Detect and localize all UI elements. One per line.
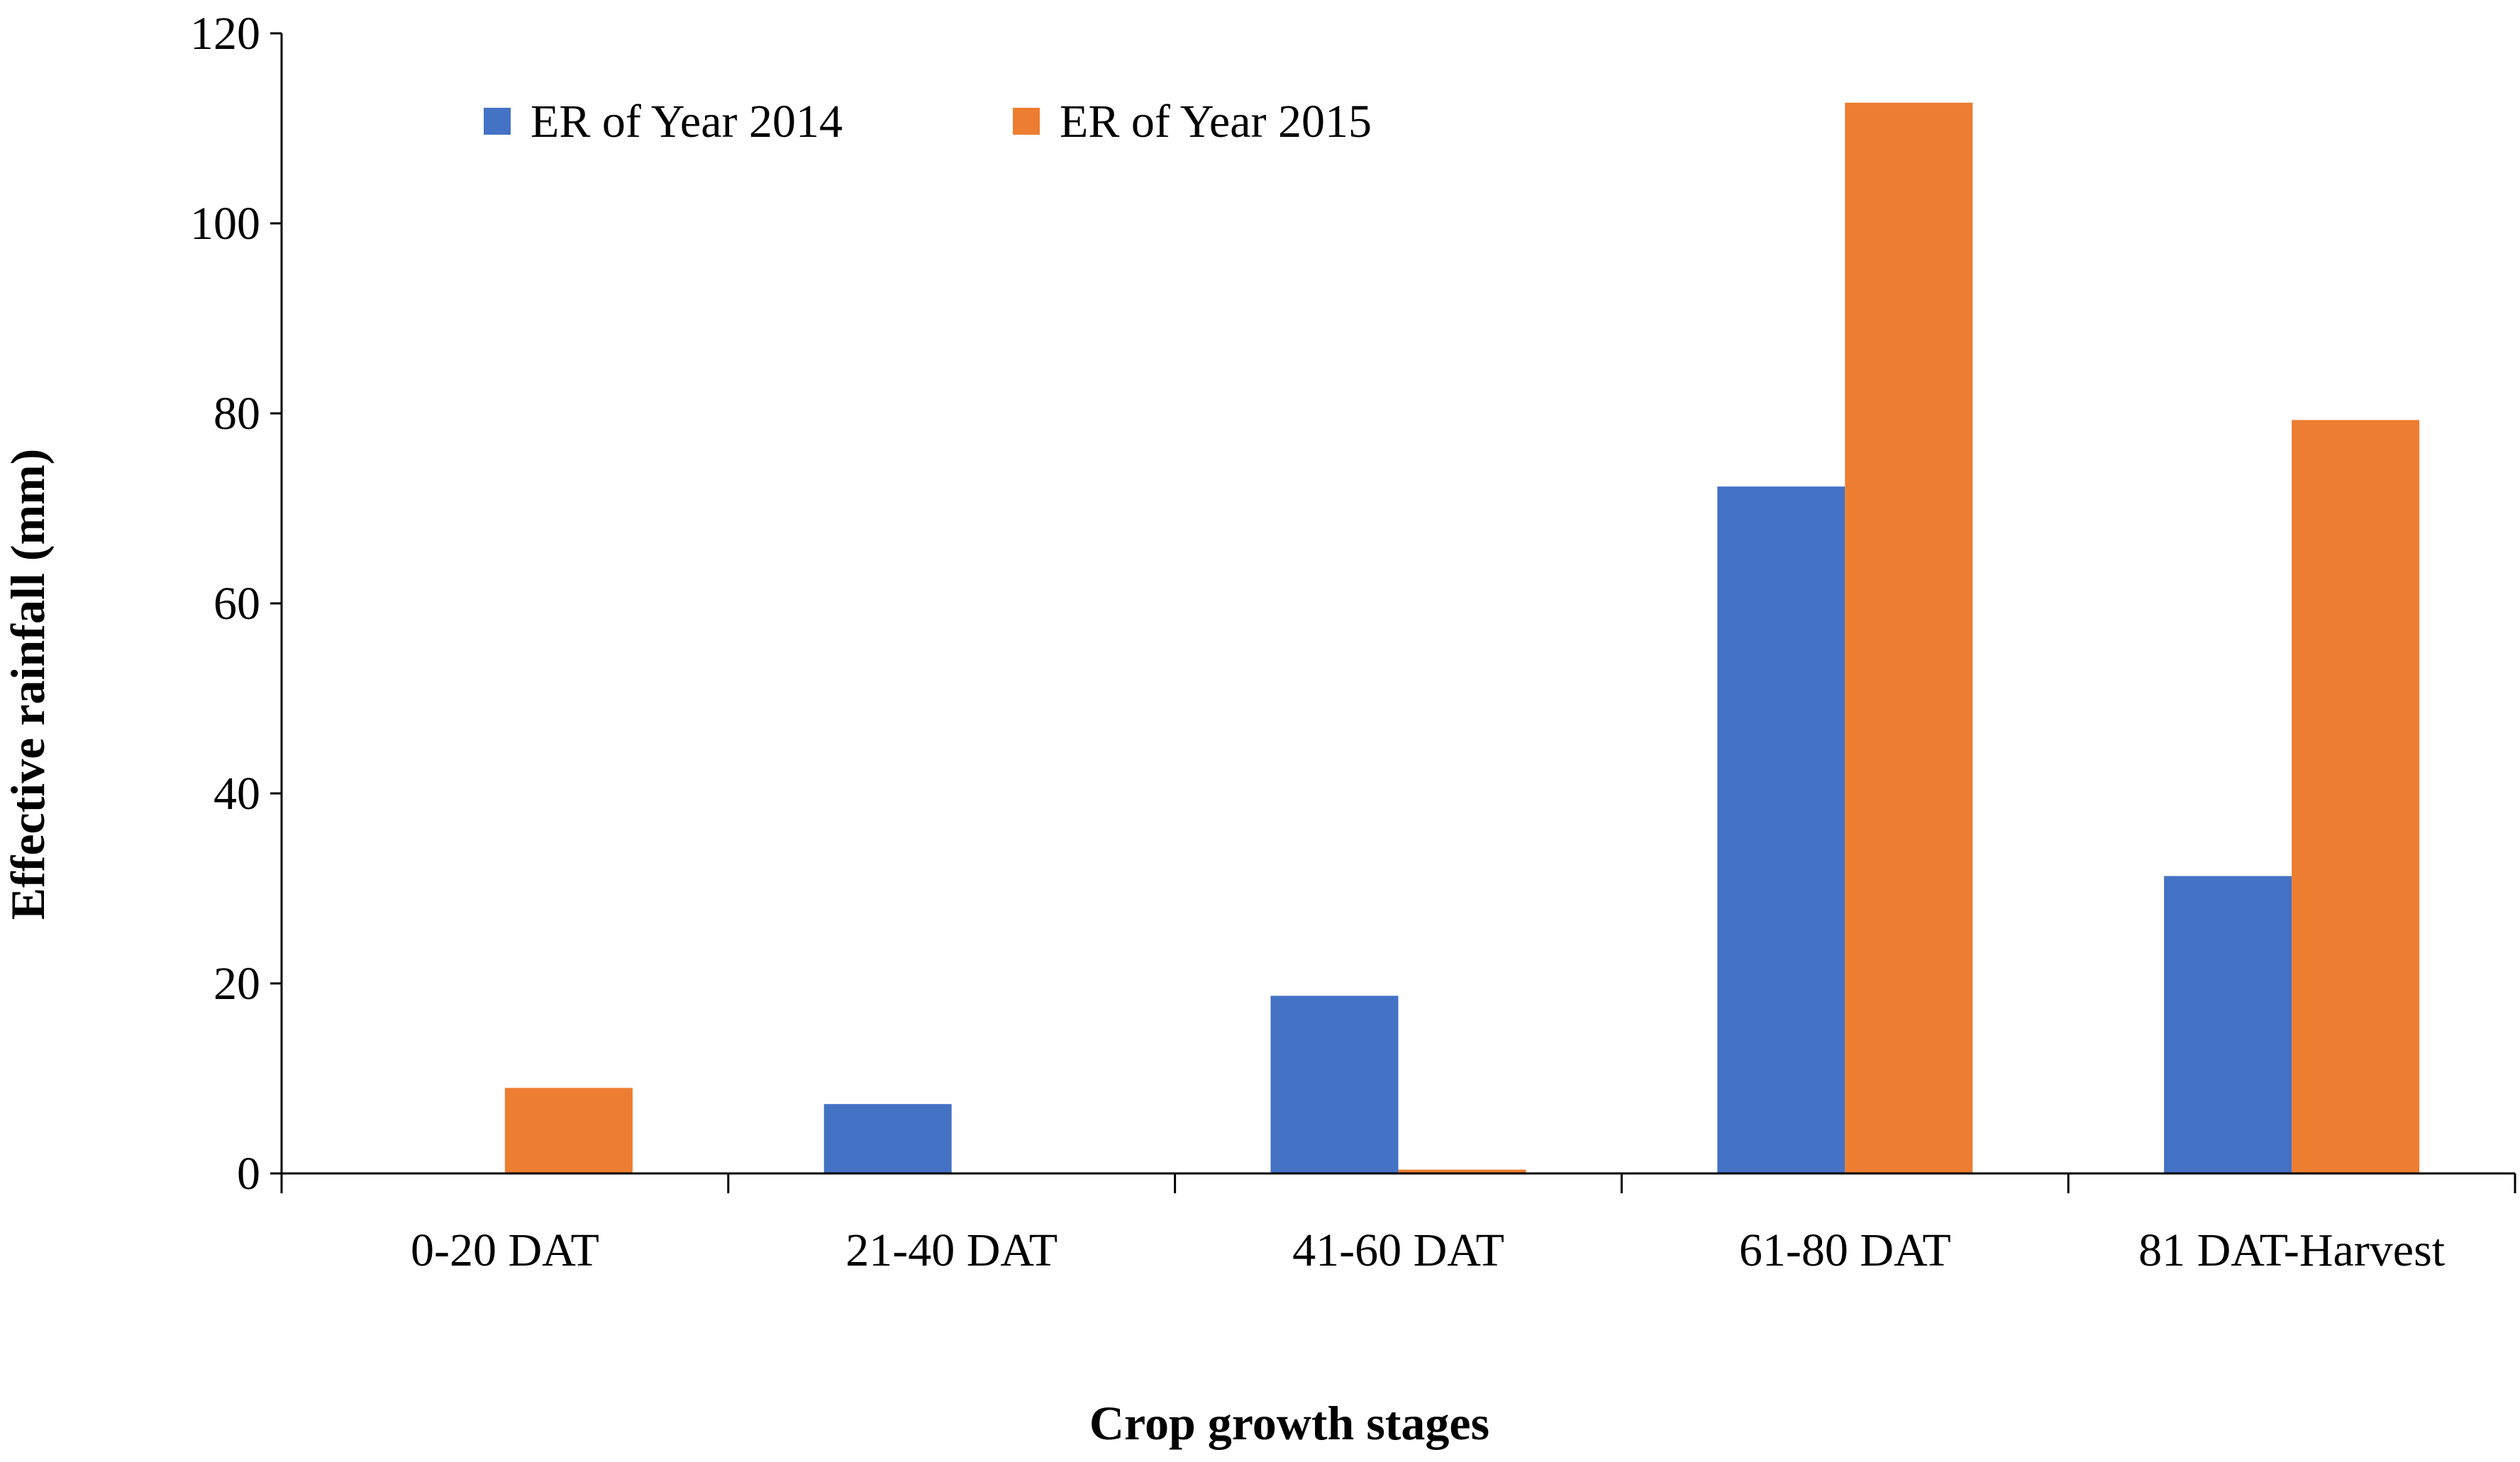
y-axis-ticks: 0 20 40 60 80 100 120 (190, 8, 282, 1200)
x-tick-label: 81 DAT-Harvest (2138, 1224, 2445, 1276)
y-tick-label: 0 (237, 1148, 260, 1200)
x-tick-label: 0-20 DAT (411, 1224, 599, 1276)
legend: ER of Year 2014 ER of Year 2015 (484, 96, 1372, 147)
bar-er-of-year-2015-4 (2292, 420, 2420, 1173)
x-axis-title: Crop growth stages (1089, 1396, 1489, 1450)
bars (504, 102, 2420, 1173)
bar-er-of-year-2014-3 (1717, 486, 1845, 1173)
legend-swatch-2015 (1013, 108, 1040, 135)
x-tick-label: 21-40 DAT (845, 1224, 1058, 1276)
y-tick-label: 40 (213, 768, 260, 820)
bar-er-of-year-2015-2 (1398, 1169, 1526, 1173)
legend-label-2014: ER of Year 2014 (531, 96, 843, 147)
y-axis-title: Effective rainfall (mm) (1, 449, 55, 920)
x-axis-ticks: 0-20 DAT 21-40 DAT 41-60 DAT 61-80 DAT 81 DA… (280, 1173, 2516, 1276)
bar-er-of-year-2014-1 (823, 1104, 952, 1173)
y-tick-label: 100 (190, 198, 260, 250)
bar-er-of-year-2014-2 (1270, 995, 1399, 1173)
y-tick-label: 80 (213, 388, 260, 440)
x-tick-label: 41-60 DAT (1292, 1224, 1504, 1276)
legend-swatch-2014 (484, 108, 511, 135)
y-tick-label: 60 (213, 578, 260, 630)
y-tick-label: 120 (190, 8, 260, 60)
bar-er-of-year-2015-3 (1845, 102, 1973, 1173)
bar-er-of-year-2015-0 (504, 1088, 633, 1173)
y-tick-label: 20 (213, 958, 260, 1010)
legend-label-2015: ER of Year 2015 (1060, 96, 1372, 147)
bar-er-of-year-2014-4 (2164, 876, 2292, 1173)
x-tick-label: 61-80 DAT (1739, 1224, 1951, 1276)
